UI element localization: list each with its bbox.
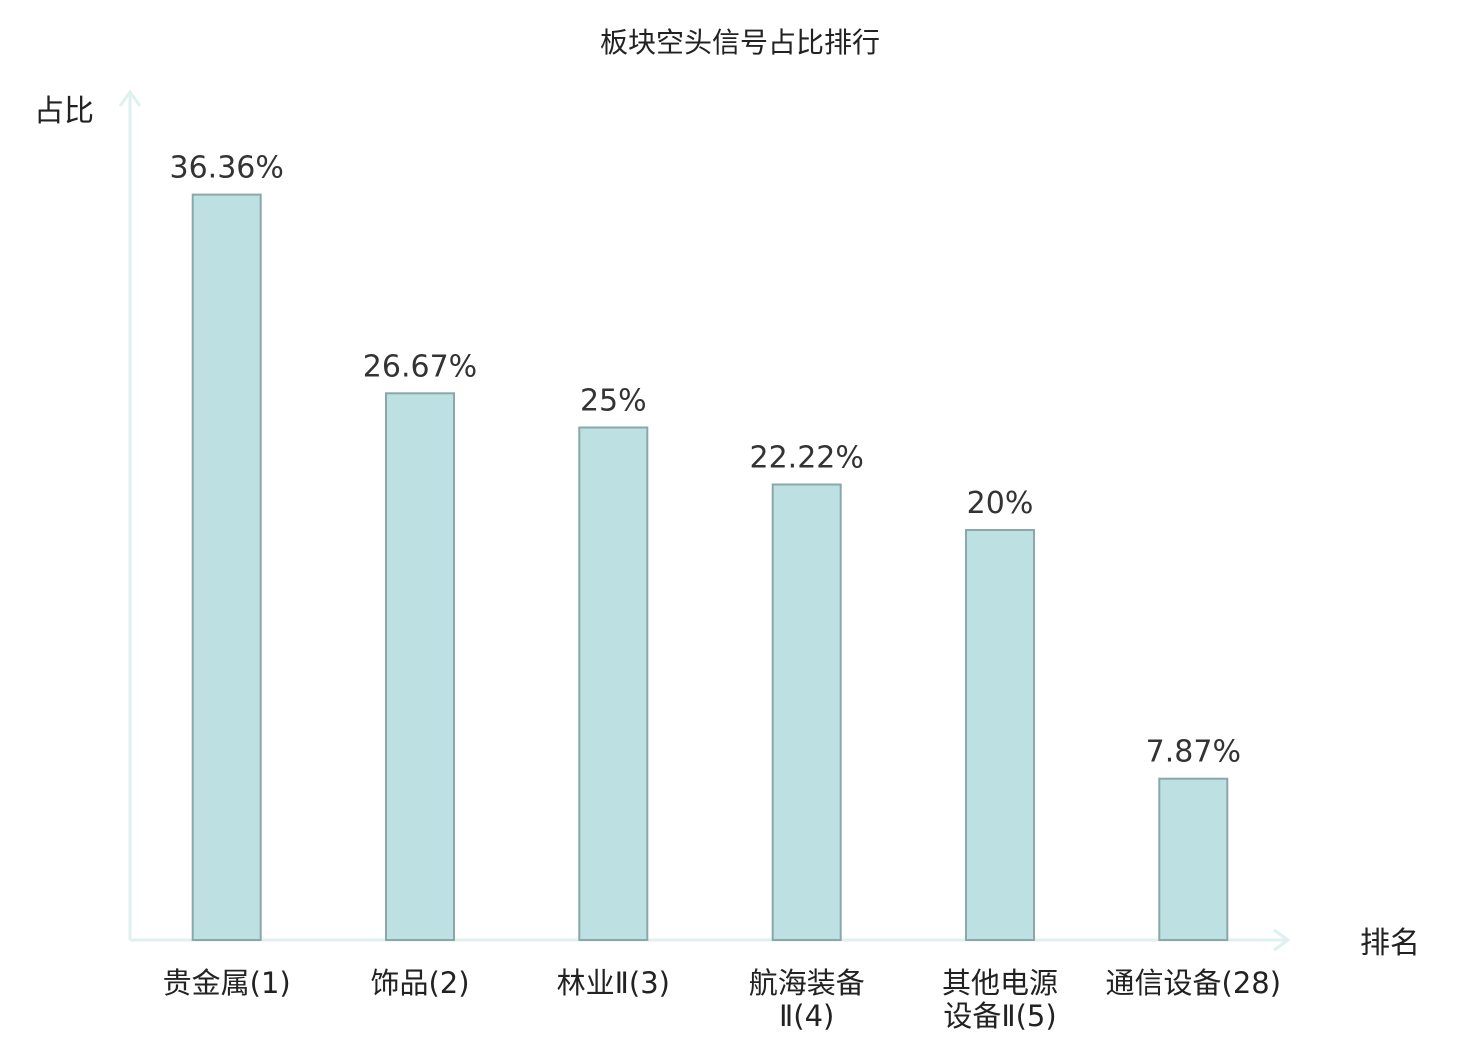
x-tick-label: 通信设备(28): [1106, 966, 1282, 1000]
x-tick-label: 饰品(2): [370, 966, 469, 1000]
data-label: 20%: [967, 486, 1034, 521]
bar: [1158, 777, 1229, 942]
x-tick-label: Ⅱ(4): [779, 999, 834, 1033]
x-tick-label: 设备Ⅱ(5): [943, 999, 1056, 1033]
x-tick-label: 贵金属(1): [163, 966, 291, 1000]
data-label: 26.67%: [363, 349, 477, 384]
data-label: 7.87%: [1146, 735, 1241, 770]
bars-layer: [191, 193, 1229, 942]
x-tick-label: 航海装备: [749, 966, 865, 1000]
bar: [385, 392, 455, 941]
y-axis-label: 占比: [34, 94, 94, 129]
bar: [578, 426, 649, 941]
y-axis-arrow-icon: [118, 89, 142, 107]
x-tick-label: 其他电源: [942, 966, 1058, 1000]
bar: [771, 483, 842, 941]
x-axis-arrow-icon: [1273, 928, 1291, 952]
x-axis-label: 排名: [1360, 926, 1420, 961]
bar: [191, 193, 262, 942]
x-tick-label: 林业Ⅱ(3): [557, 966, 670, 1000]
data-label: 22.22%: [750, 441, 864, 476]
data-label: 25%: [580, 384, 647, 419]
data-labels-layer: 36.36% 26.67% 25% 22.22% 20% 7.87%: [170, 151, 1241, 770]
bar: [965, 529, 1035, 941]
data-label: 36.36%: [170, 151, 284, 186]
chart-title: 板块空头信号占比排行: [600, 26, 880, 59]
